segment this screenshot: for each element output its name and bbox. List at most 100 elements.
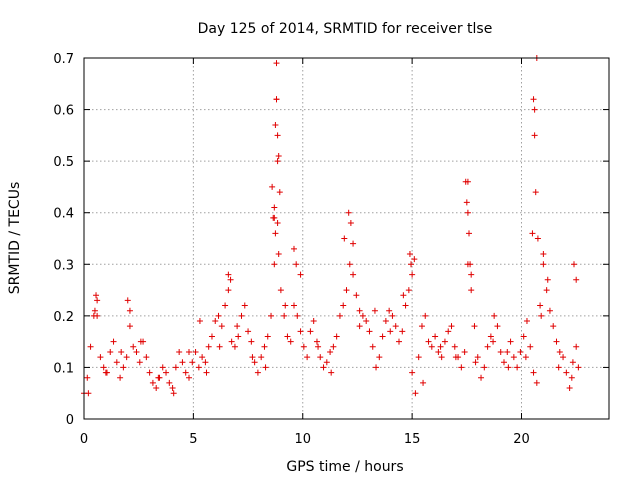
data-point: [304, 354, 311, 361]
data-point: [113, 359, 120, 366]
data-point: [159, 364, 166, 371]
data-point: [550, 323, 557, 330]
data-point: [94, 312, 101, 319]
data-point: [212, 318, 219, 325]
data-point: [249, 354, 256, 361]
data-point: [494, 323, 501, 330]
data-point: [85, 390, 92, 397]
data-point: [100, 364, 107, 371]
plot-frame: [83, 57, 610, 420]
data-point: [531, 106, 538, 113]
data-point: [484, 343, 491, 350]
data-point: [402, 302, 409, 309]
data-point: [336, 312, 343, 319]
data-point: [269, 183, 276, 190]
data-point: [282, 302, 289, 309]
data-point: [343, 287, 350, 294]
data-point: [478, 374, 485, 381]
data-point: [560, 354, 567, 361]
data-point: [350, 271, 357, 278]
data-point: [540, 261, 547, 268]
data-point: [307, 328, 314, 335]
data-point: [569, 359, 576, 366]
data-point: [466, 230, 472, 237]
data-point: [530, 96, 537, 103]
data-point: [186, 374, 192, 381]
grid-lines: [84, 58, 609, 419]
data-point: [474, 354, 481, 361]
data-point: [281, 312, 288, 319]
x-tick-label: 5: [189, 432, 197, 447]
data-point: [504, 348, 511, 355]
x-tick-label: 10: [294, 432, 311, 447]
data-point: [218, 323, 225, 330]
data-point: [468, 287, 475, 294]
data-point: [568, 374, 575, 381]
data-point: [452, 354, 459, 361]
data-point: [205, 343, 212, 350]
data-point: [573, 276, 580, 283]
data-point: [228, 338, 235, 345]
data-point: [537, 302, 544, 309]
data-point: [468, 271, 475, 278]
data-point: [166, 379, 173, 386]
data-point: [422, 312, 429, 319]
data-point: [199, 354, 206, 361]
data-point: [330, 343, 337, 350]
data-point: [353, 292, 360, 299]
data-point: [373, 364, 380, 371]
y-tick-label: 0.2: [53, 310, 74, 325]
data-point: [487, 333, 494, 340]
data-point: [291, 245, 297, 252]
data-point: [208, 333, 215, 340]
data-point: [507, 338, 514, 345]
data-point: [411, 256, 418, 263]
data-point: [356, 323, 363, 330]
data-point: [428, 343, 435, 350]
data-point: [107, 348, 114, 355]
data-point: [245, 328, 252, 335]
data-point: [225, 271, 232, 278]
data-point: [123, 354, 130, 361]
data-point: [371, 307, 378, 314]
data-point: [382, 318, 389, 325]
data-point: [396, 338, 402, 345]
y-axis-label: SRMTID / TECUs: [7, 182, 23, 295]
data-point: [472, 359, 479, 366]
x-axis-label: GPS time / hours: [286, 459, 403, 475]
data-point: [170, 390, 177, 397]
data-point: [196, 318, 203, 325]
data-point: [435, 348, 442, 355]
data-point: [366, 328, 373, 335]
data-point: [97, 354, 104, 361]
y-tick-label: 0.5: [53, 155, 74, 170]
data-point: [261, 343, 268, 350]
data-point: [464, 209, 471, 216]
data-point: [110, 338, 117, 345]
data-point: [179, 359, 186, 366]
data-point: [491, 312, 498, 319]
data-point: [264, 333, 271, 340]
data-point: [146, 369, 153, 376]
data-point: [130, 343, 137, 350]
data-point: [514, 364, 521, 371]
data-point: [294, 312, 301, 319]
data-point: [387, 328, 394, 335]
data-point: [274, 132, 281, 139]
data-point: [553, 338, 560, 345]
data-point: [437, 343, 444, 350]
data-point: [323, 359, 330, 366]
y-tick-label: 0.4: [53, 207, 74, 222]
data-point: [363, 318, 370, 325]
data-point: [270, 214, 277, 221]
data-point: [215, 312, 222, 319]
data-point: [438, 354, 445, 361]
data-point: [544, 276, 551, 283]
data-point: [523, 318, 530, 325]
data-point: [563, 369, 570, 376]
data-point: [297, 328, 304, 335]
data-point: [556, 348, 563, 355]
data-point: [126, 323, 133, 330]
data-point: [540, 250, 547, 257]
data-point: [275, 152, 282, 159]
